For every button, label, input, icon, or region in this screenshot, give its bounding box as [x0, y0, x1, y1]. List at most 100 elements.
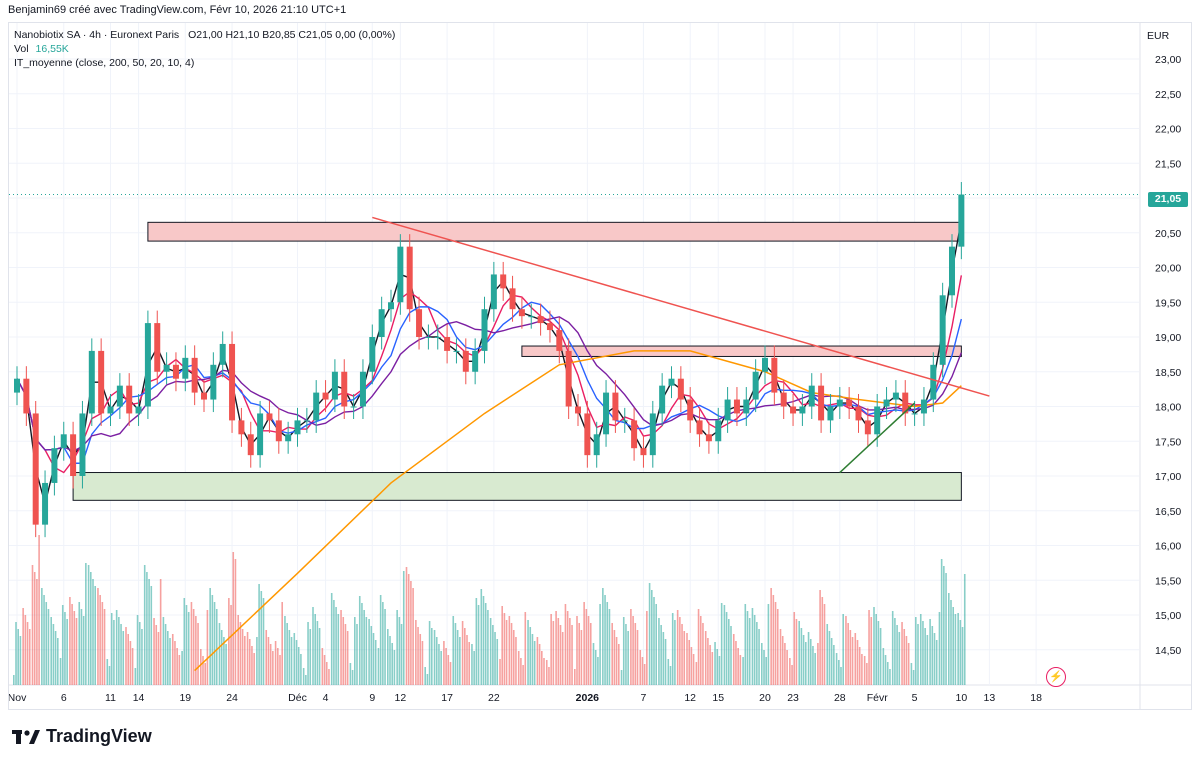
- candle-body[interactable]: [930, 364, 937, 400]
- candle-body[interactable]: [472, 350, 479, 372]
- candle-body[interactable]: [481, 309, 488, 351]
- price-chart[interactable]: 23,0022,5022,0021,5021,0020,5020,0019,50…: [9, 23, 1191, 709]
- candle-body[interactable]: [799, 406, 806, 414]
- candle-body[interactable]: [201, 392, 207, 400]
- candle-body[interactable]: [892, 392, 899, 400]
- candle-body[interactable]: [762, 357, 768, 372]
- candle-body[interactable]: [182, 357, 189, 379]
- candle-body[interactable]: [14, 378, 20, 393]
- candle-body[interactable]: [172, 364, 179, 379]
- candle-body[interactable]: [163, 364, 170, 372]
- candle-body[interactable]: [98, 350, 105, 414]
- candle-body[interactable]: [958, 194, 965, 247]
- candle-body[interactable]: [107, 406, 114, 414]
- candle-body[interactable]: [51, 448, 58, 483]
- ascending-trendline[interactable]: [839, 402, 916, 474]
- candle-body[interactable]: [322, 392, 329, 400]
- candle-body[interactable]: [500, 274, 507, 289]
- candle-body[interactable]: [696, 420, 703, 435]
- candle-body[interactable]: [649, 413, 656, 456]
- candle-body[interactable]: [883, 399, 890, 407]
- candle-body[interactable]: [612, 392, 619, 421]
- candle-body[interactable]: [116, 385, 123, 407]
- candle-body[interactable]: [733, 399, 740, 414]
- candle-body[interactable]: [285, 434, 292, 442]
- candle-body[interactable]: [743, 399, 750, 414]
- chart-area[interactable]: 23,0022,5022,0021,5021,0020,5020,0019,50…: [8, 22, 1192, 710]
- candle-body[interactable]: [350, 406, 357, 408]
- legend-symbol[interactable]: Nanobiotix SA · 4h · Euronext Paris: [14, 29, 180, 41]
- candle-body[interactable]: [528, 316, 535, 318]
- candle-body[interactable]: [771, 357, 778, 393]
- candle-body[interactable]: [537, 316, 544, 324]
- lightning-icon[interactable]: ⚡: [1046, 667, 1066, 687]
- candle-body[interactable]: [584, 413, 591, 456]
- candle-body[interactable]: [593, 434, 600, 456]
- tradingview-logo[interactable]: TradingView: [12, 726, 152, 747]
- candle-body[interactable]: [257, 413, 264, 456]
- legend-symbol-row[interactable]: Nanobiotix SA · 4h · Euronext Paris O21,…: [14, 28, 395, 42]
- candle-body[interactable]: [397, 246, 404, 303]
- candle-body[interactable]: [144, 323, 151, 407]
- candle-body[interactable]: [509, 288, 516, 310]
- candle-body[interactable]: [490, 274, 497, 310]
- candle-body[interactable]: [836, 399, 843, 407]
- candle-body[interactable]: [864, 420, 871, 435]
- candle-body[interactable]: [238, 420, 245, 435]
- candle-body[interactable]: [135, 406, 142, 414]
- candle-body[interactable]: [313, 392, 320, 421]
- candle-body[interactable]: [42, 482, 49, 525]
- candle-body[interactable]: [359, 371, 366, 407]
- candle-body[interactable]: [668, 378, 675, 386]
- candle-body[interactable]: [911, 413, 918, 415]
- candle-body[interactable]: [621, 420, 628, 422]
- candle-body[interactable]: [294, 420, 301, 435]
- candle-body[interactable]: [808, 385, 815, 407]
- candle-body[interactable]: [518, 309, 525, 317]
- candle-body[interactable]: [855, 406, 862, 421]
- candle-body[interactable]: [126, 385, 133, 414]
- candle-body[interactable]: [331, 371, 338, 400]
- candle-body[interactable]: [275, 420, 282, 442]
- candle-body[interactable]: [687, 399, 694, 421]
- candle-body[interactable]: [780, 392, 787, 407]
- candle-body[interactable]: [902, 392, 909, 414]
- candle-body[interactable]: [603, 392, 610, 435]
- candle-body[interactable]: [444, 337, 451, 351]
- candle-body[interactable]: [388, 302, 394, 310]
- candle-body[interactable]: [266, 413, 273, 421]
- candle-body[interactable]: [631, 420, 638, 449]
- candle-body[interactable]: [575, 406, 581, 414]
- candle-body[interactable]: [874, 406, 881, 435]
- candle-body[interactable]: [640, 448, 647, 456]
- candle-body[interactable]: [949, 246, 955, 296]
- candle-body[interactable]: [453, 350, 460, 352]
- candle-body[interactable]: [434, 337, 441, 338]
- candle-body[interactable]: [229, 343, 236, 421]
- candle-body[interactable]: [23, 378, 30, 414]
- candle-body[interactable]: [565, 350, 572, 407]
- candle-body[interactable]: [191, 357, 198, 393]
- resistance-zone[interactable]: [147, 221, 962, 242]
- candle-body[interactable]: [827, 406, 834, 421]
- candle-body[interactable]: [677, 378, 684, 400]
- candle-body[interactable]: [425, 337, 432, 338]
- candle-body[interactable]: [70, 434, 77, 476]
- candle-body[interactable]: [406, 246, 413, 310]
- candle-body[interactable]: [416, 309, 423, 337]
- candle-body[interactable]: [790, 406, 797, 414]
- candle-body[interactable]: [920, 399, 927, 414]
- support-zone[interactable]: [72, 472, 962, 501]
- candle-body[interactable]: [705, 434, 712, 442]
- candle-body[interactable]: [247, 434, 254, 456]
- candle-body[interactable]: [154, 323, 161, 372]
- candle-body[interactable]: [219, 343, 226, 365]
- candle-body[interactable]: [303, 420, 310, 422]
- candle-body[interactable]: [939, 295, 946, 365]
- descending-trendline[interactable]: [372, 216, 990, 397]
- candle-body[interactable]: [546, 323, 553, 331]
- candle-body[interactable]: [659, 385, 666, 414]
- pivot-zone[interactable]: [521, 345, 962, 357]
- candle-body[interactable]: [715, 420, 722, 442]
- candle-body[interactable]: [341, 371, 348, 407]
